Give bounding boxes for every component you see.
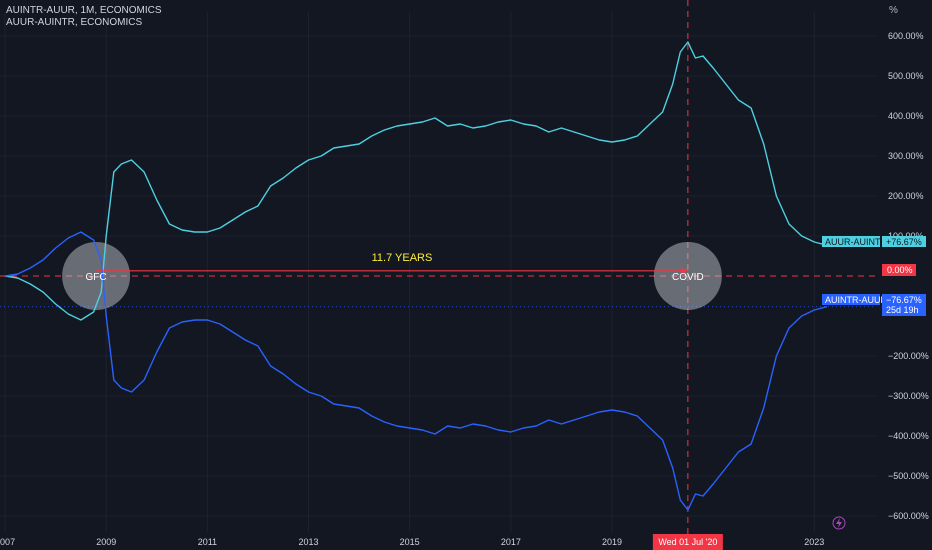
x-tick-label: 2015 (400, 537, 420, 547)
x-axis[interactable]: 2007 2009 2011 2013 2015 2017 2019 2023 (0, 537, 824, 547)
x-tick-label: 2023 (804, 537, 824, 547)
lower-series-tag-name: AUINTR-AUUR (825, 295, 887, 305)
span-arrow-head (680, 267, 688, 275)
gfc-label: GFC (86, 272, 107, 283)
covid-label: COVID (672, 272, 704, 283)
y-tick-label: 500.00% (888, 71, 924, 81)
x-tick-label: 2019 (602, 537, 622, 547)
zero-tag-value: 0.00% (887, 265, 913, 275)
upper-series-tag: AUUR-AUINTR +76.67% (822, 236, 926, 247)
series-line-1 (4, 231, 828, 511)
grid (0, 12, 875, 532)
lower-series-tag-value: −76.67% (886, 295, 922, 305)
lower-series-countdown: 25d 19h (886, 305, 919, 315)
crosshair-date: Wed 01 Jul '20 (658, 537, 717, 547)
crosshair-date-tag: Wed 01 Jul '20 (652, 534, 723, 550)
span-label: 11.7 YEARS (372, 252, 433, 264)
upper-series-tag-name: AUUR-AUINTR (825, 237, 887, 247)
y-axis[interactable]: 600.00%500.00%400.00%300.00%200.00%100.0… (888, 31, 929, 521)
gfc-highlight-circle (62, 242, 131, 310)
y-tick-label: 600.00% (888, 31, 924, 41)
legend-secondary[interactable]: AUUR-AUINTR, ECONOMICS (6, 17, 143, 28)
x-tick-label: 2011 (198, 537, 217, 547)
y-tick-label: 300.00% (888, 151, 924, 161)
lightning-icon[interactable] (832, 516, 846, 530)
zero-tag: 0.00% (882, 264, 916, 276)
series-line-0 (4, 41, 828, 321)
legend-primary[interactable]: AUINTR-AUUR, 1M, ECONOMICS (6, 5, 162, 16)
chart-legend: AUINTR-AUUR, 1M, ECONOMICS AUUR-AUINTR, … (6, 5, 162, 29)
y-unit-label: % (889, 5, 898, 16)
x-tick-label: 2009 (96, 537, 116, 547)
x-tick-label: 2007 (0, 537, 15, 547)
y-tick-label: −500.00% (888, 471, 929, 481)
y-tick-label: −600.00% (888, 511, 929, 521)
x-tick-label: 2017 (501, 537, 521, 547)
y-tick-label: −200.00% (888, 351, 929, 361)
covid-highlight-circle (653, 242, 722, 310)
y-tick-label: 200.00% (888, 191, 924, 201)
y-tick-label: −300.00% (888, 391, 929, 401)
upper-series-tag-value: +76.67% (886, 237, 922, 247)
y-tick-label: 400.00% (888, 111, 924, 121)
x-tick-label: 2013 (299, 537, 319, 547)
series-lines (4, 41, 828, 511)
lower-series-tag: AUINTR-AUUR −76.67% 25d 19h (822, 294, 926, 316)
y-tick-label: −400.00% (888, 431, 929, 441)
